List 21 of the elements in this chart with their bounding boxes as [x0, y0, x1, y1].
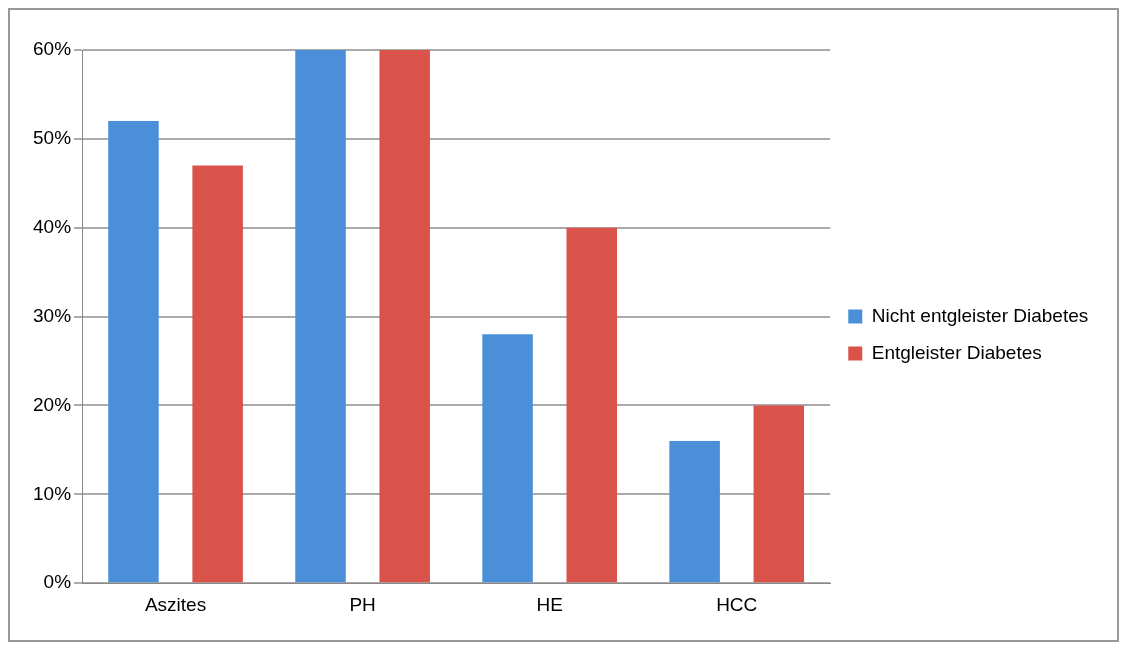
bar — [482, 334, 533, 583]
y-tick-label: 50% — [33, 127, 72, 149]
bar — [566, 227, 618, 583]
x-tick-label: HE — [536, 593, 563, 615]
y-tick-label: 0% — [43, 571, 72, 593]
y-tick-label: 20% — [33, 393, 72, 415]
bar — [669, 441, 720, 583]
bar — [379, 50, 430, 583]
legend-label: Entgleister Diabetes — [871, 341, 1042, 363]
bar — [108, 121, 159, 583]
y-tick-label: 10% — [33, 482, 72, 504]
x-tick-label: PH — [349, 593, 376, 615]
x-tick-label: HCC — [716, 593, 758, 615]
bar — [192, 165, 243, 583]
legend-label: Nicht entgleister Diabetes — [871, 304, 1089, 326]
x-tick-label: Aszites — [144, 593, 207, 615]
y-tick-label: 60% — [33, 38, 72, 60]
y-tick-label: 40% — [33, 215, 72, 237]
bar — [753, 405, 805, 583]
y-tick-label: 30% — [33, 304, 72, 326]
bar — [295, 50, 346, 583]
